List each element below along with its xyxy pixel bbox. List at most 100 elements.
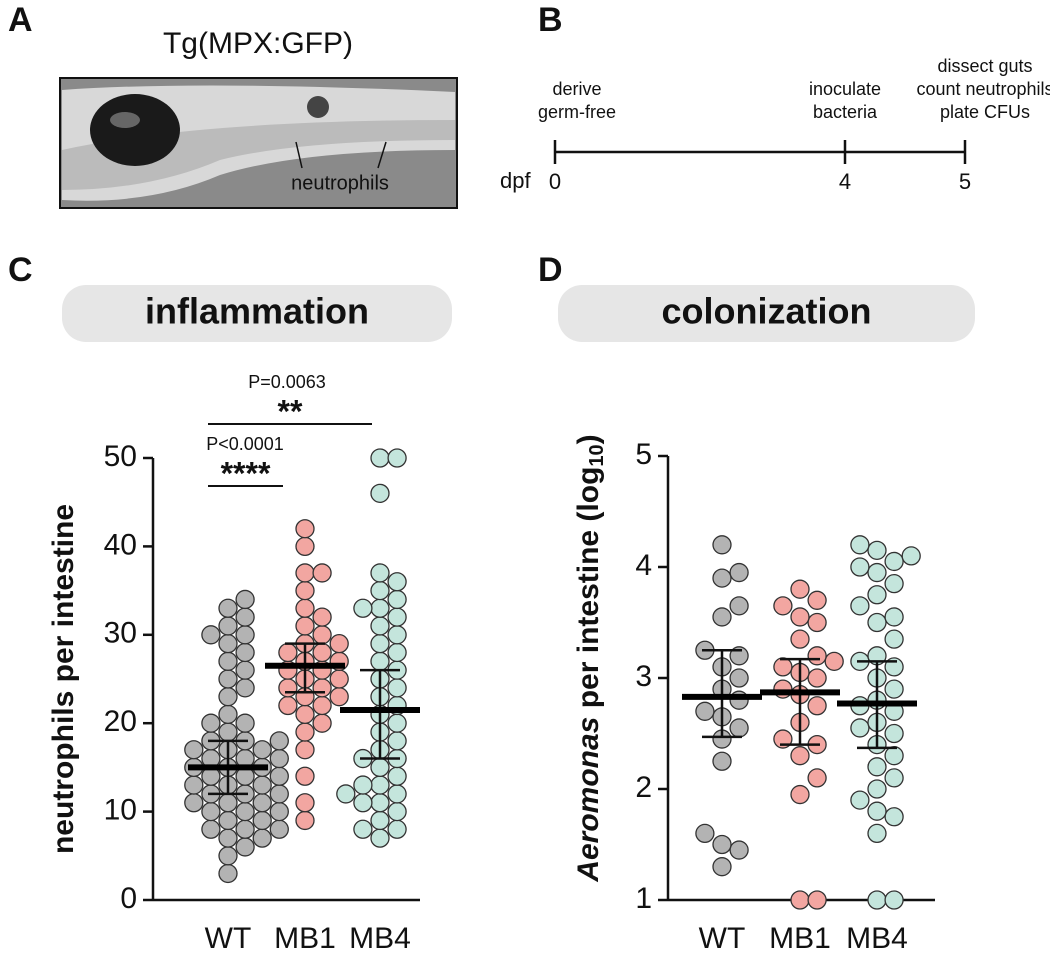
data-point — [218, 633, 238, 654]
data-point — [729, 718, 749, 738]
data-point — [370, 633, 390, 654]
p-value: P=0.0063 — [248, 372, 326, 392]
data-point — [295, 536, 315, 557]
data-point — [884, 807, 904, 827]
data-point — [370, 616, 390, 636]
data-point — [712, 535, 732, 555]
data-point — [201, 801, 221, 822]
data-point — [269, 819, 289, 839]
data-point — [218, 846, 238, 866]
data-point — [790, 784, 810, 805]
y-tick-label: 0 — [120, 882, 137, 915]
data-point — [387, 589, 407, 610]
data-point — [850, 535, 870, 555]
data-point — [252, 775, 272, 795]
event-label: bacteria — [813, 102, 878, 122]
data-point — [867, 801, 887, 821]
data-point — [850, 790, 870, 810]
data-point — [387, 448, 407, 468]
data-point — [201, 819, 221, 839]
timeline-day: 4 — [839, 169, 851, 194]
data-point — [695, 823, 715, 844]
data-point — [201, 713, 221, 733]
data-point — [295, 580, 315, 601]
data-point — [370, 448, 390, 468]
y-tick-label: 2 — [635, 771, 652, 804]
data-point — [729, 840, 749, 860]
data-point — [867, 540, 887, 560]
data-point — [370, 775, 390, 795]
data-point — [278, 678, 298, 698]
data-point — [184, 775, 204, 795]
data-point — [235, 678, 255, 698]
data-point — [235, 589, 255, 610]
data-point — [353, 793, 373, 813]
data-point — [867, 757, 887, 777]
data-point — [867, 585, 887, 605]
y-tick-label: 5 — [635, 438, 652, 471]
data-point — [901, 546, 921, 566]
data-point — [790, 629, 810, 649]
data-point — [712, 857, 732, 877]
data-point — [850, 557, 870, 577]
data-point — [807, 768, 827, 788]
data-point — [370, 757, 390, 778]
y-axis-label-part: Aeromonas — [572, 717, 605, 883]
data-point — [387, 572, 407, 592]
data-point — [867, 823, 887, 844]
data-point — [850, 596, 870, 616]
y-axis-label: neutrophils per intestine — [47, 504, 80, 854]
data-point — [387, 819, 407, 839]
data-point — [312, 642, 332, 663]
data-point — [773, 657, 793, 677]
p-value: P<0.0001 — [206, 434, 284, 454]
y-tick-label: 1 — [635, 882, 652, 915]
data-point — [370, 810, 390, 831]
data-point — [824, 651, 844, 671]
data-point — [370, 483, 390, 504]
data-point — [370, 598, 390, 618]
data-point — [353, 819, 373, 839]
y-tick-label: 20 — [104, 705, 137, 738]
image-annotation: neutrophils — [291, 172, 389, 194]
data-point — [235, 642, 255, 663]
data-point — [712, 607, 732, 627]
data-point — [218, 722, 238, 742]
header-pill — [558, 285, 975, 342]
data-point — [235, 713, 255, 733]
data-point — [295, 740, 315, 760]
panel-title: Tg(MPX:GFP) — [163, 27, 353, 60]
y-axis-label-part: per intestine (log — [572, 467, 605, 717]
data-point — [790, 579, 810, 599]
data-point — [712, 751, 732, 771]
y-tick-label: 3 — [635, 660, 652, 693]
data-point — [269, 731, 289, 751]
data-point — [252, 793, 272, 813]
data-point — [773, 596, 793, 616]
timeline-day: 5 — [959, 169, 971, 194]
data-point — [387, 784, 407, 804]
data-point — [218, 687, 238, 707]
data-point — [867, 612, 887, 633]
data-point — [235, 660, 255, 680]
data-point — [387, 642, 407, 663]
data-point — [312, 678, 332, 698]
data-point — [370, 828, 390, 848]
data-point — [218, 704, 238, 725]
data-point — [370, 651, 390, 671]
panel-letter: D — [538, 251, 563, 289]
data-point — [329, 633, 349, 654]
data-point — [884, 746, 904, 766]
data-point — [884, 629, 904, 649]
data-point — [218, 616, 238, 636]
data-point — [729, 562, 749, 583]
data-point — [269, 784, 289, 804]
data-point — [329, 687, 349, 707]
x-tick-label: MB1 — [274, 922, 336, 955]
fish-image — [59, 77, 458, 209]
data-point — [218, 863, 238, 884]
data-point — [252, 828, 272, 848]
event-label: germ-free — [538, 102, 616, 122]
data-point — [329, 669, 349, 689]
